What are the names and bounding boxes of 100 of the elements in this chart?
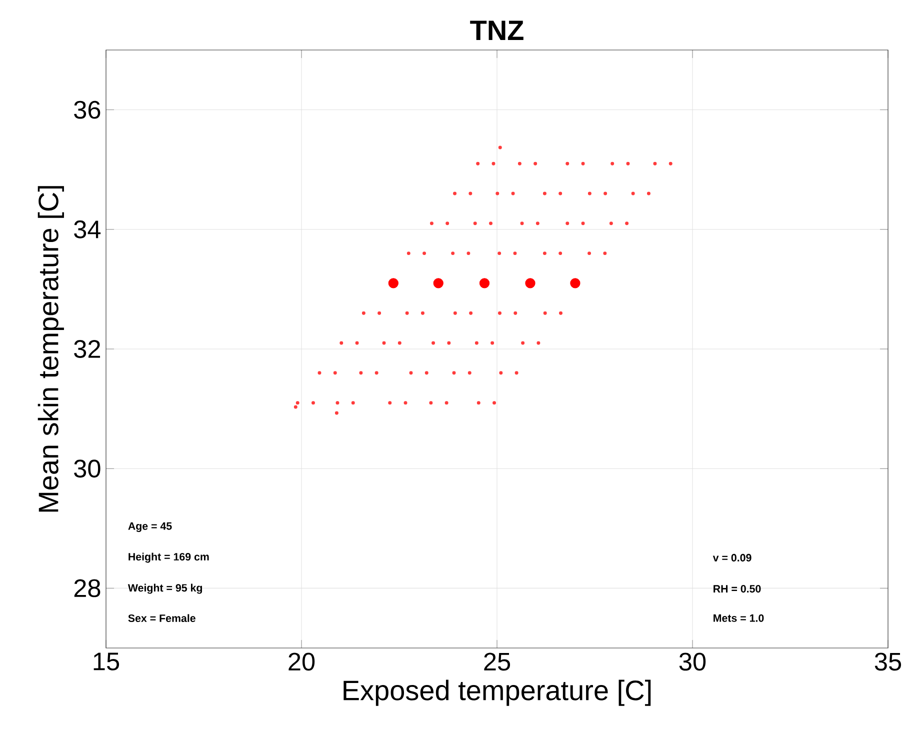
point — [543, 311, 547, 315]
point — [420, 311, 424, 315]
annotation: Height = 169 cm — [128, 552, 209, 563]
point — [355, 341, 359, 345]
point — [388, 401, 392, 405]
point — [362, 311, 366, 315]
point — [388, 278, 398, 288]
point — [534, 162, 538, 166]
point — [521, 341, 525, 345]
point — [581, 162, 585, 166]
point — [498, 252, 502, 256]
point — [446, 222, 450, 226]
y-tick-label: 34 — [74, 220, 101, 238]
y-tick-label: 36 — [74, 100, 100, 119]
point — [424, 371, 428, 375]
x-tick-label: 30 — [679, 652, 706, 671]
point — [294, 405, 298, 409]
x-axis-title: Exposed temperature [C] — [344, 680, 651, 706]
point — [422, 252, 426, 256]
point — [558, 252, 562, 256]
point — [447, 341, 451, 345]
point — [542, 192, 546, 196]
point — [499, 371, 503, 375]
point — [566, 222, 570, 226]
point — [514, 371, 518, 375]
annotation: Age = 45 — [128, 522, 172, 532]
point — [466, 252, 470, 256]
point — [536, 341, 540, 345]
point — [451, 252, 455, 256]
y-axis-title: Mean skin temperature [C] — [38, 186, 64, 512]
x-tick-label: 15 — [94, 652, 120, 670]
annotation: Sex = Female — [128, 614, 196, 622]
point — [296, 401, 300, 405]
point — [433, 278, 444, 288]
point — [581, 222, 585, 226]
point — [452, 371, 456, 375]
point — [351, 401, 355, 405]
annotation: v = 0.09 — [712, 554, 752, 562]
point — [474, 341, 478, 345]
point — [333, 371, 337, 375]
point — [453, 192, 457, 196]
point — [609, 222, 613, 226]
point — [536, 222, 540, 226]
point — [430, 222, 434, 226]
point — [490, 341, 494, 345]
point — [444, 401, 448, 405]
point — [473, 222, 477, 226]
point — [468, 371, 472, 375]
point — [604, 192, 608, 196]
annotation: Mets = 1.0 — [714, 614, 764, 622]
point — [468, 192, 472, 196]
annotation: Weight = 95 kg — [128, 584, 202, 594]
y-tick-label: 30 — [74, 460, 100, 478]
point — [336, 401, 340, 405]
point — [382, 341, 386, 345]
point — [378, 311, 382, 315]
point — [566, 162, 570, 166]
point — [398, 341, 402, 345]
point — [570, 278, 580, 288]
point — [518, 162, 522, 166]
point — [359, 371, 363, 375]
point — [588, 192, 592, 196]
annotation: RH = 0.50 — [714, 585, 761, 593]
point — [610, 162, 614, 166]
point — [476, 162, 480, 166]
x-tick-label: 35 — [874, 652, 902, 671]
point — [646, 192, 650, 196]
point — [520, 222, 524, 226]
point — [498, 311, 502, 315]
point — [479, 278, 490, 288]
point — [429, 401, 433, 405]
point — [476, 401, 480, 405]
point — [513, 252, 517, 256]
point — [631, 192, 635, 196]
point — [311, 401, 315, 405]
point — [492, 162, 496, 166]
y-tick-label: 28 — [74, 579, 100, 598]
chart-title: TNZ — [470, 20, 524, 40]
point — [469, 311, 473, 315]
point — [406, 252, 410, 256]
point — [334, 411, 338, 415]
point — [492, 401, 496, 405]
point — [489, 222, 492, 226]
point — [653, 162, 657, 166]
point — [498, 146, 502, 150]
point — [603, 252, 607, 256]
point — [626, 162, 630, 166]
x-tick-label: 25 — [484, 652, 510, 671]
point — [525, 278, 536, 288]
point — [409, 371, 413, 375]
point — [453, 311, 457, 315]
x-tick-label: 20 — [288, 652, 315, 671]
point — [340, 341, 344, 345]
point — [542, 252, 546, 256]
point — [318, 371, 322, 375]
point — [559, 311, 562, 315]
point — [511, 192, 515, 196]
point — [496, 192, 500, 196]
point — [588, 252, 592, 256]
point — [404, 401, 408, 405]
